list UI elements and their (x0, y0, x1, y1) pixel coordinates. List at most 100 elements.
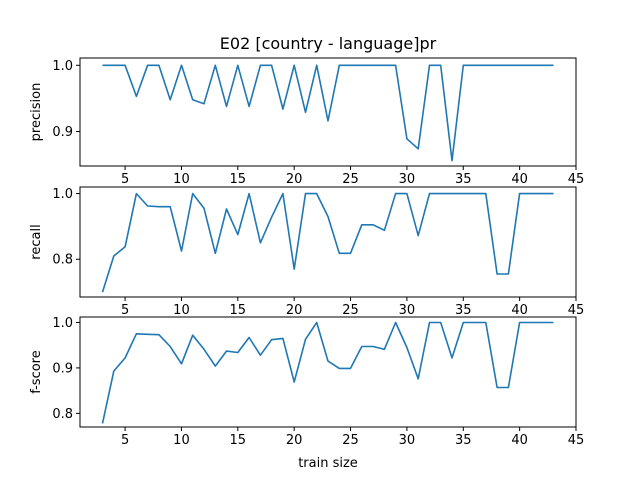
recall-axes-frame (79, 186, 577, 298)
precision-x-tick-label: 20 (286, 172, 303, 187)
f-score-data-point (485, 322, 487, 324)
f-score-y-tick-label: 0.9 (52, 361, 73, 376)
precision-data-point (451, 160, 453, 162)
precision-data-point (395, 64, 397, 66)
recall-data-point (124, 246, 126, 248)
recall-x-tick-label: 45 (568, 303, 585, 318)
f-score-x-tick-label: 15 (230, 433, 247, 448)
recall-x-tick-label: 5 (121, 303, 129, 318)
f-score-y-tick-label: 1.0 (52, 316, 73, 331)
recall-data-point (395, 193, 397, 195)
precision-data-point (496, 64, 498, 66)
recall-data-point (327, 216, 329, 218)
recall-data-point (316, 193, 318, 195)
f-score-data-point (361, 346, 363, 348)
recall-data-point (383, 229, 385, 231)
precision-data-point (113, 64, 115, 66)
recall-x-tick-label: 30 (399, 303, 416, 318)
precision-axes-frame (79, 57, 577, 167)
f-score-data-point (429, 322, 431, 324)
f-score-data-point (327, 360, 329, 362)
precision-data-point (237, 64, 239, 66)
f-score-data-point (259, 354, 261, 356)
precision-data-point (485, 64, 487, 66)
recall-data-point (406, 193, 408, 195)
f-score-y-tick-label: 0.8 (52, 407, 73, 422)
precision-data-point (248, 105, 250, 107)
recall-data-point (372, 224, 374, 226)
f-score-data-point (181, 363, 183, 365)
precision-data-point (361, 64, 363, 66)
precision-data-point (316, 64, 318, 66)
recall-data-point (102, 291, 104, 293)
recall-y-tick-label: 1.0 (52, 187, 73, 202)
f-score-data-point (158, 334, 160, 336)
precision-x-tick-label: 5 (121, 172, 129, 187)
precision-data-point (327, 120, 329, 122)
f-score-axis-label: f-score (29, 350, 44, 394)
recall-data-point (293, 268, 295, 270)
f-score-data-point (124, 357, 126, 359)
f-score-x-tick-label: 20 (286, 433, 303, 448)
recall-data-point (485, 193, 487, 195)
f-score-data-point (237, 352, 239, 354)
f-score-data-point (519, 322, 521, 324)
precision-data-point (226, 105, 228, 107)
f-score-data-point (395, 322, 397, 324)
precision-x-tick-label: 40 (511, 172, 528, 187)
precision-data-point (406, 138, 408, 140)
precision-data-point (169, 99, 171, 101)
f-score-axes-frame (79, 316, 577, 428)
recall-data-point (282, 193, 284, 195)
f-score-data-point (440, 322, 442, 324)
precision-data-point (338, 64, 340, 66)
panel-recall: 5 10 15 20 25 30 35 40 45 0.8 1.0 recall (29, 186, 585, 318)
recall-data-point (305, 193, 307, 195)
f-score-data-point (383, 348, 385, 350)
precision-data-point (541, 64, 543, 66)
precision-x-tick-label: 25 (342, 172, 359, 187)
f-score-data-point (451, 357, 453, 359)
precision-data-point (124, 64, 126, 66)
chart-title: E02 [country - language]pr (220, 34, 437, 53)
recall-data-point (350, 252, 352, 254)
recall-y-tick-label: 0.8 (52, 253, 73, 268)
recall-data-point (462, 193, 464, 195)
recall-data-point (203, 207, 205, 209)
recall-data-point (248, 193, 250, 195)
recall-data-point (440, 193, 442, 195)
precision-data-point (372, 64, 374, 66)
precision-data-point (282, 108, 284, 110)
precision-x-tick-label: 30 (399, 172, 416, 187)
f-score-data-point (507, 387, 509, 389)
recall-data-point (113, 255, 115, 257)
recall-data-point (530, 193, 532, 195)
precision-data-point (350, 64, 352, 66)
panel-precision: 5 10 15 20 25 30 35 40 45 0.9 1.0 precision (29, 57, 585, 187)
f-score-data-point (541, 322, 543, 324)
recall-data-point (135, 193, 137, 195)
f-score-x-tick-label: 40 (511, 433, 528, 448)
precision-data-point (462, 64, 464, 66)
f-score-data-point (338, 367, 340, 369)
precision-data-point (271, 64, 273, 66)
f-score-data-point (553, 322, 555, 324)
recall-data-point (214, 252, 216, 254)
f-score-data-point (192, 334, 194, 336)
f-score-x-tick-label: 45 (568, 433, 585, 448)
precision-data-point (192, 99, 194, 101)
f-score-data-point (350, 367, 352, 369)
recall-data-point (519, 193, 521, 195)
recall-data-point (338, 252, 340, 254)
f-score-data-point (462, 322, 464, 324)
f-score-data-point (113, 370, 115, 372)
f-score-data-point (305, 338, 307, 340)
f-score-data-point (316, 322, 318, 324)
precision-data-point (102, 64, 104, 66)
recall-data-point (496, 273, 498, 275)
recall-x-tick-label: 10 (173, 303, 190, 318)
precision-x-tick-label: 45 (568, 172, 585, 187)
f-score-data-point (169, 346, 171, 348)
